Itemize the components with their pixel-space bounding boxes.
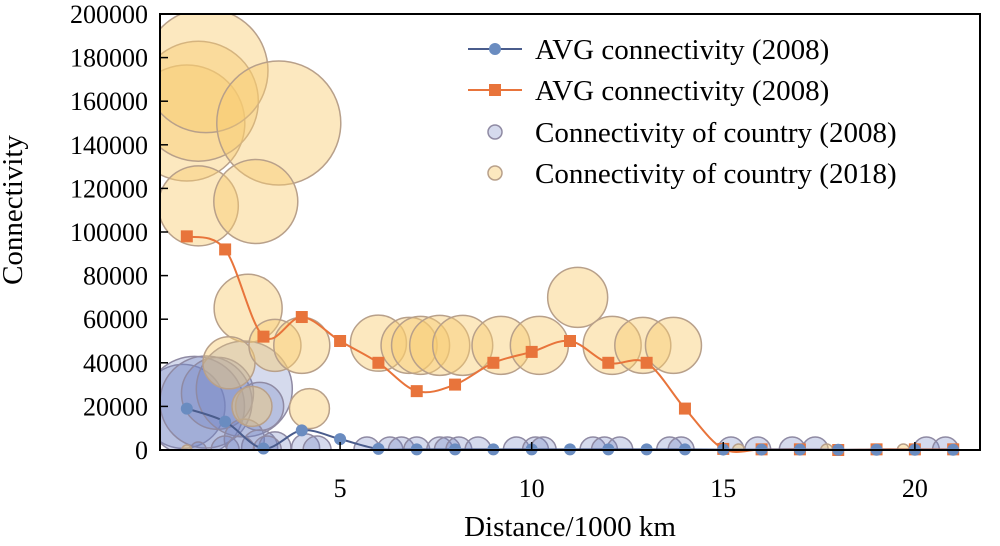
y-axis-title: Connectivity xyxy=(0,135,29,285)
bubble-2018-14 xyxy=(390,315,451,376)
bubble-2018-5 xyxy=(213,158,299,245)
legend-entry-avg-2008-circle: AVG connectivity (2008) xyxy=(468,34,829,66)
y-tick-label-10: 200000 xyxy=(70,0,148,29)
avg-square-marker-1 xyxy=(219,243,232,256)
bubble-2018-11 xyxy=(288,387,331,430)
avg-square-marker-13 xyxy=(678,402,691,415)
bubble-2018-17 xyxy=(471,315,531,376)
avg-square-marker-12 xyxy=(640,356,653,369)
y-tick-label-4: 80000 xyxy=(83,262,148,291)
x-tick-label-1: 10 xyxy=(519,474,545,503)
legend-entry-country-2018: Connectivity of country (2018) xyxy=(487,158,897,190)
y-tick-label-5: 100000 xyxy=(70,218,148,247)
x-tick-label-0: 5 xyxy=(334,474,347,503)
avg-square-marker-2 xyxy=(257,330,270,343)
bubble-2018-20 xyxy=(582,315,642,376)
bubbles-2018-layer xyxy=(160,14,911,450)
bubble-2008-7 xyxy=(240,429,279,450)
bubble-2008-10 xyxy=(189,441,208,450)
avg-square-marker-6 xyxy=(410,385,423,398)
avg-square-marker-7 xyxy=(449,378,462,391)
avg-square-marker-10 xyxy=(564,335,576,347)
legend-label-country-2018: Connectivity of country (2018) xyxy=(535,158,897,190)
legend-entry-country-2008: Connectivity of country (2008) xyxy=(487,117,897,149)
bubble-2018-24 xyxy=(731,443,746,450)
avg-square-marker-5 xyxy=(372,356,385,369)
bubble-2018-22 xyxy=(644,316,703,375)
y-tick-label-6: 120000 xyxy=(70,174,148,203)
legend: AVG connectivity (2008) AVG connectivity… xyxy=(468,34,897,190)
avg-square-marker-9 xyxy=(525,345,538,358)
y-tick-label-7: 140000 xyxy=(70,131,148,160)
y-tick-label-2: 40000 xyxy=(83,349,148,378)
axis-ticks: 0 20000 40000 60000 80000 100000 120000 140000 1… xyxy=(70,0,928,503)
avg-circle-marker-3 xyxy=(295,424,308,437)
bubble-2018-15 xyxy=(408,314,471,377)
bubble-2018-25 xyxy=(819,443,834,450)
bubble-2018-4 xyxy=(160,165,240,247)
x-tick-label-2: 15 xyxy=(710,474,736,503)
avg-circle-marker-2 xyxy=(257,442,270,455)
avg-circle-marker-0 xyxy=(180,402,193,415)
bubble-2008-14 xyxy=(302,435,332,450)
y-tick-label-9: 180000 xyxy=(70,44,148,73)
legend-label-avg-2008-circle: AVG connectivity (2008) xyxy=(535,34,829,66)
bubble-2018-1 xyxy=(160,40,260,162)
y-tick-label-3: 60000 xyxy=(83,305,148,334)
bubble-2018-7 xyxy=(202,336,256,390)
avg-square-marker-4 xyxy=(334,335,347,347)
bubble-2018-3 xyxy=(216,60,342,186)
bubble-2018-19 xyxy=(546,266,609,329)
x-tick-label-3: 20 xyxy=(902,474,928,503)
avg-circle-marker-4 xyxy=(334,433,347,446)
avg-circle-marker-5 xyxy=(372,442,385,455)
bubble-2018-12 xyxy=(349,314,408,372)
y-tick-label-0: 0 xyxy=(135,436,148,465)
x-axis-title: Distance/1000 km xyxy=(464,511,676,543)
avg-circle-marker-1 xyxy=(219,415,232,428)
avg-square-marker-0 xyxy=(180,230,193,243)
bubble-2008-22 xyxy=(464,436,492,450)
bubble-2018-23 xyxy=(181,444,193,450)
legend-label-country-2008: Connectivity of country (2008) xyxy=(535,117,897,149)
avg-square-marker-8 xyxy=(487,356,500,369)
legend-entry-avg-2008-square: AVG connectivity (2008) xyxy=(468,75,829,107)
bubble-2018-16 xyxy=(431,314,494,377)
y-tick-label-8: 160000 xyxy=(70,87,148,116)
bubble-2018-21 xyxy=(614,316,672,375)
legend-label-avg-2008-square: AVG connectivity (2008) xyxy=(535,75,829,107)
bubble-2018-18 xyxy=(509,315,570,376)
avg-square-marker-3 xyxy=(295,311,308,324)
bubble-2018-10 xyxy=(231,385,273,428)
y-tick-label-1: 20000 xyxy=(83,392,148,421)
bubble-2018-2 xyxy=(160,14,269,134)
bubble-2008-0 xyxy=(160,363,226,450)
avg-square-marker-11 xyxy=(602,356,615,369)
